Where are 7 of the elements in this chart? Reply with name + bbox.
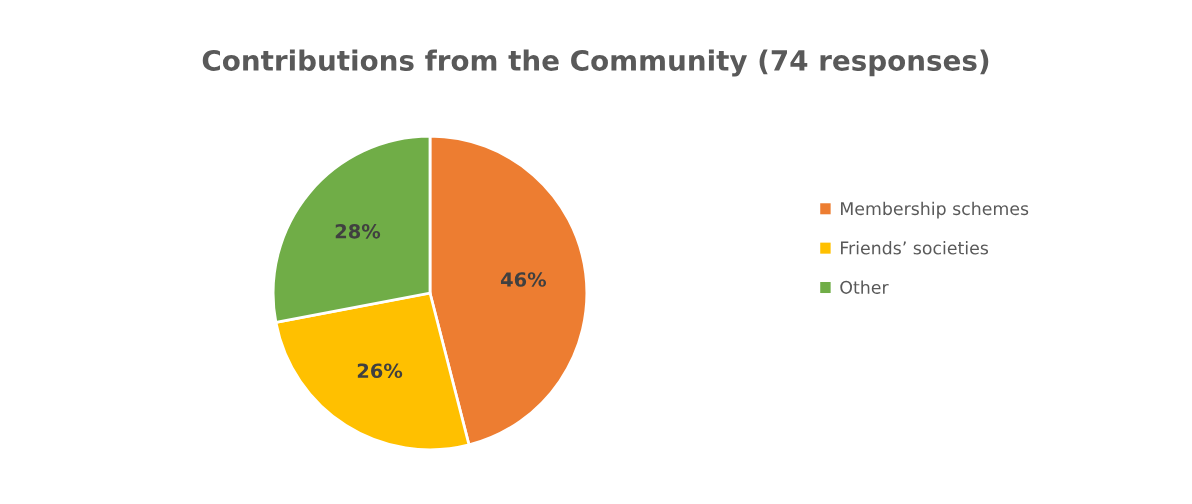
legend-label: Membership schemes: [841, 201, 1029, 219]
legend-label: Other: [840, 280, 889, 294]
data-label: 46%: [500, 272, 547, 287]
legend-label: Friends’ societies: [841, 241, 989, 255]
data-label: 26%: [357, 363, 403, 379]
chart-title: Contributions from the Community (74 responses): [202, 49, 989, 77]
data-label: 28%: [335, 223, 381, 239]
